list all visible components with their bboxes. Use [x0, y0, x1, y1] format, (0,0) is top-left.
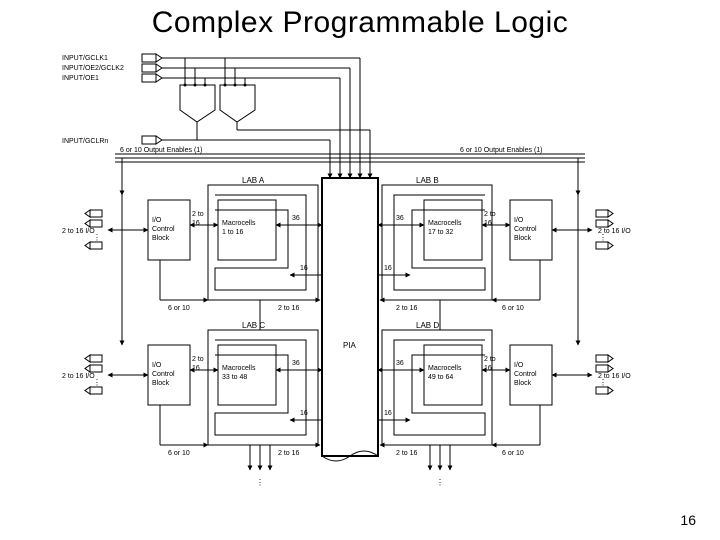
- svg-text:36: 36: [292, 215, 300, 222]
- label-gclrn: INPUT/GCLRn: [62, 138, 108, 145]
- lab-a: LAB A Macrocells1 to 16 I/OControlBlock: [148, 176, 318, 300]
- svg-text:⋮: ⋮: [599, 233, 607, 242]
- lab-c-m: Macrocells33 to 48: [222, 365, 256, 381]
- svg-text:⋮: ⋮: [93, 233, 101, 242]
- svg-text:2 to 16 I/O: 2 to 16 I/O: [62, 228, 95, 235]
- lab-b-name: LAB B: [416, 176, 439, 185]
- svg-text:⋮: ⋮: [93, 378, 101, 387]
- interconnects: 36 36 2 to16 2 to16 16 16 2 to 16 2 to 1…: [62, 158, 631, 487]
- slide-title: Complex Programmable Logic: [0, 6, 720, 40]
- svg-text:16: 16: [384, 410, 392, 417]
- svg-text:6 or 10: 6 or 10: [168, 305, 190, 312]
- top-routing: [162, 58, 370, 178]
- svg-text:2 to 16: 2 to 16: [278, 450, 300, 457]
- lab-b: LAB B Macrocells17 to 32 I/OControlBlock: [382, 176, 552, 300]
- svg-text:6 or 10: 6 or 10: [168, 450, 190, 457]
- clock-buffers: [180, 84, 255, 123]
- svg-text:2 to 16: 2 to 16: [396, 450, 418, 457]
- svg-text:36: 36: [396, 360, 404, 367]
- oe-label-right: 6 or 10 Output Enables (1): [460, 147, 543, 154]
- svg-text:36: 36: [292, 360, 300, 367]
- svg-text:2 to 16: 2 to 16: [396, 305, 418, 312]
- svg-text:36: 36: [396, 215, 404, 222]
- svg-text:⋮: ⋮: [436, 478, 444, 487]
- lab-d: LAB D Macrocells49 to 64 I/OControlBlock: [382, 321, 552, 445]
- pia-label: PIA: [343, 341, 357, 350]
- lab-a-m1: Macrocells1 to 16: [222, 220, 256, 236]
- svg-text:16: 16: [300, 410, 308, 417]
- svg-text:16: 16: [300, 265, 308, 272]
- io-d: I/OControlBlock: [514, 362, 537, 387]
- lab-b-m: Macrocells17 to 32: [428, 220, 462, 236]
- label-gclk1: INPUT/GCLK1: [62, 55, 108, 62]
- svg-text:2 to 16 I/O: 2 to 16 I/O: [62, 373, 95, 380]
- cpld-diagram: INPUT/GCLK1 INPUT/OE2/GCLK2 INPUT/OE1 IN…: [60, 50, 660, 500]
- svg-text:⋮: ⋮: [256, 478, 264, 487]
- page-number: 16: [680, 512, 696, 528]
- io-b: I/OControlBlock: [514, 217, 537, 242]
- svg-text:6 or 10: 6 or 10: [502, 450, 524, 457]
- input-pins: INPUT/GCLK1 INPUT/OE2/GCLK2 INPUT/OE1 IN…: [62, 54, 162, 145]
- lab-c: LAB C Macrocells33 to 48 I/OControlBlock: [148, 321, 318, 445]
- pia: PIA: [322, 178, 378, 461]
- oe-label-left: 6 or 10 Output Enables (1): [120, 147, 203, 154]
- lab-a-name: LAB A: [242, 176, 265, 185]
- svg-text:6 or 10: 6 or 10: [502, 305, 524, 312]
- label-oe2: INPUT/OE2/GCLK2: [62, 65, 124, 72]
- svg-text:2 to 16: 2 to 16: [278, 305, 300, 312]
- svg-text:16: 16: [384, 265, 392, 272]
- io-c: I/OControlBlock: [152, 362, 175, 387]
- lab-c-name: LAB C: [242, 321, 265, 330]
- label-oe1: INPUT/OE1: [62, 75, 99, 82]
- lab-d-name: LAB D: [416, 321, 439, 330]
- svg-text:⋮: ⋮: [599, 378, 607, 387]
- io-a: I/OControlBlock: [152, 217, 175, 242]
- lab-d-m: Macrocells49 to 64: [428, 365, 462, 381]
